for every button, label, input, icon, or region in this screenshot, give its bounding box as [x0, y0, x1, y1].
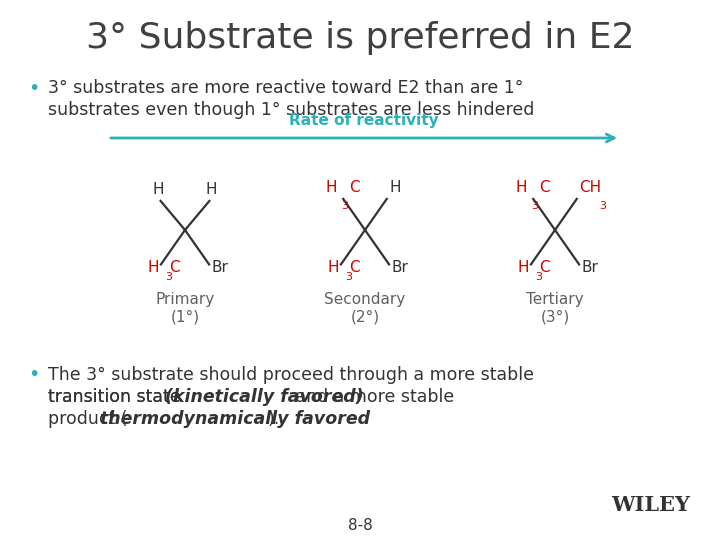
Text: Tertiary: Tertiary [526, 292, 584, 307]
Text: H: H [518, 260, 529, 275]
Text: 3: 3 [341, 201, 348, 211]
Text: •: • [28, 366, 40, 384]
Text: 3: 3 [599, 201, 606, 211]
Text: (3°): (3°) [541, 310, 570, 325]
Text: 3° substrates are more reactive toward E2 than are 1°: 3° substrates are more reactive toward E… [48, 79, 523, 97]
Text: Br: Br [211, 260, 228, 275]
Text: (kinetically favored): (kinetically favored) [165, 388, 364, 406]
Text: The 3° substrate should proceed through a more stable: The 3° substrate should proceed through … [48, 366, 534, 384]
Text: H: H [516, 180, 527, 195]
Text: C: C [539, 180, 550, 195]
Text: Primary: Primary [156, 292, 215, 307]
Text: thermodynamically favored: thermodynamically favored [100, 410, 370, 428]
Text: Br: Br [581, 260, 598, 275]
Text: C: C [349, 180, 360, 195]
Text: ).: ). [268, 410, 280, 428]
Text: •: • [28, 78, 40, 98]
Text: H: H [328, 260, 339, 275]
Text: 3: 3 [535, 272, 542, 282]
Text: H: H [390, 180, 401, 195]
Text: Rate of reactivity: Rate of reactivity [289, 113, 438, 128]
Text: WILEY: WILEY [611, 495, 690, 515]
Text: transition state: transition state [48, 388, 186, 406]
Text: transition state: transition state [48, 388, 186, 406]
Text: and a more stable: and a more stable [290, 388, 454, 406]
Text: 3: 3 [345, 272, 352, 282]
Text: 3: 3 [165, 272, 172, 282]
Text: 8-8: 8-8 [348, 517, 372, 532]
Text: (2°): (2°) [351, 310, 379, 325]
Text: CH: CH [579, 180, 601, 195]
Text: (1°): (1°) [171, 310, 199, 325]
Text: Secondary: Secondary [325, 292, 405, 307]
Text: substrates even though 1° substrates are less hindered: substrates even though 1° substrates are… [48, 101, 534, 119]
Text: H: H [325, 180, 337, 195]
Text: product (: product ( [48, 410, 127, 428]
Text: 3: 3 [531, 201, 539, 211]
Text: Br: Br [391, 260, 408, 275]
Text: C: C [169, 260, 179, 275]
Text: 3° Substrate is preferred in E2: 3° Substrate is preferred in E2 [86, 21, 634, 55]
Text: H: H [148, 260, 159, 275]
Text: H: H [206, 182, 217, 197]
Text: C: C [539, 260, 549, 275]
Text: C: C [349, 260, 359, 275]
Text: H: H [153, 182, 164, 197]
